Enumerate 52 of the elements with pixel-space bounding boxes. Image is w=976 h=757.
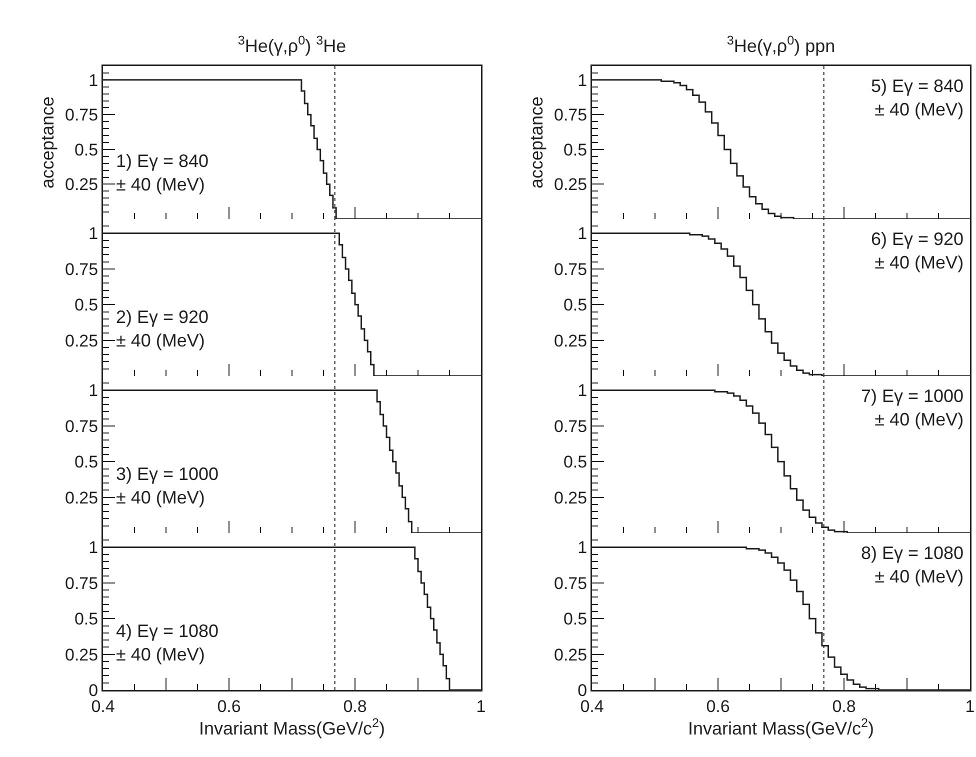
x-tick-label: 0.6 <box>217 696 241 716</box>
y-tick-label: 0.75 <box>554 106 588 125</box>
y-tick-label: 0.25 <box>65 488 98 508</box>
chart-title: $^{3}$He(γ,ρ$^{0}$) ppn <box>726 33 836 56</box>
y-tick-label: 1 <box>88 224 98 244</box>
annotation: 8) Eγ = 1080 ± 40 (MeV) <box>861 543 964 586</box>
y-tick-label: 1 <box>578 224 588 244</box>
annotation: 1) Eγ = 840 ± 40 (MeV) <box>116 151 209 194</box>
y-tick-label: 1 <box>578 538 588 558</box>
y-tick-label: 0.25 <box>554 645 588 664</box>
x-tick-label: 0.8 <box>343 696 367 716</box>
y-tick-label: 0.75 <box>554 260 588 279</box>
annotation: 3) Eγ = 1000 ± 40 (MeV) <box>116 464 219 508</box>
y-tick-label: 0.5 <box>74 610 98 629</box>
y-tick-label: 0.25 <box>554 488 588 508</box>
annotation: 2) Eγ = 920 ± 40 (MeV) <box>116 307 209 350</box>
y-axis-title: acceptance <box>37 96 58 189</box>
y-tick-label: 0.5 <box>563 452 588 472</box>
y-tick-label: 1 <box>88 538 98 558</box>
y-tick-label: 0.75 <box>554 416 588 436</box>
x-axis-title: Invariant Mass(GeV/c$^{2}$) <box>688 716 874 738</box>
y-tick-label: 0.75 <box>65 416 98 436</box>
chart-title: $^{3}$He(γ,ρ$^{0}$) $^{3}$He <box>238 33 346 56</box>
y-tick-label: 0.25 <box>65 331 98 350</box>
annotation: 6) Eγ = 920 ± 40 (MeV) <box>871 229 964 272</box>
y-tick-label: 0.75 <box>65 106 98 125</box>
x-tick-label: 1 <box>476 696 486 716</box>
x-tick-label: 0.6 <box>706 696 730 716</box>
x-tick-label: 0.8 <box>832 696 856 716</box>
y-tick-label: 0.75 <box>554 574 588 593</box>
y-tick-label: 0.5 <box>74 296 98 315</box>
y-tick-label: 1 <box>578 70 588 90</box>
y-tick-label: 0.5 <box>563 140 588 160</box>
y-tick-label: 1 <box>88 70 98 90</box>
annotation: 5) Eγ = 840 ± 40 (MeV) <box>871 76 964 120</box>
y-tick-label: 0.25 <box>65 175 98 194</box>
y-tick-label: 0.5 <box>563 610 588 629</box>
x-tick-label: 1 <box>965 696 975 716</box>
annotation: 4) Eγ = 1080 ± 40 (MeV) <box>116 621 219 664</box>
y-tick-label: 0.5 <box>563 296 588 315</box>
annotation: 7) Eγ = 1000 ± 40 (MeV) <box>861 386 964 430</box>
y-tick-label: 1 <box>88 381 98 400</box>
y-tick-label: 0.75 <box>65 260 98 279</box>
x-axis-title: Invariant Mass(GeV/c$^{2}$) <box>198 716 386 738</box>
y-tick-label: 0.25 <box>554 331 588 350</box>
y-axis-title: acceptance <box>526 96 546 189</box>
y-tick-label: 0.75 <box>65 574 98 593</box>
y-tick-label: 0.5 <box>74 140 98 160</box>
y-tick-label: 0.25 <box>65 645 98 664</box>
y-tick-label: 0.5 <box>74 452 98 472</box>
y-tick-label: 0.25 <box>554 175 588 194</box>
y-tick-label: 1 <box>578 381 588 400</box>
